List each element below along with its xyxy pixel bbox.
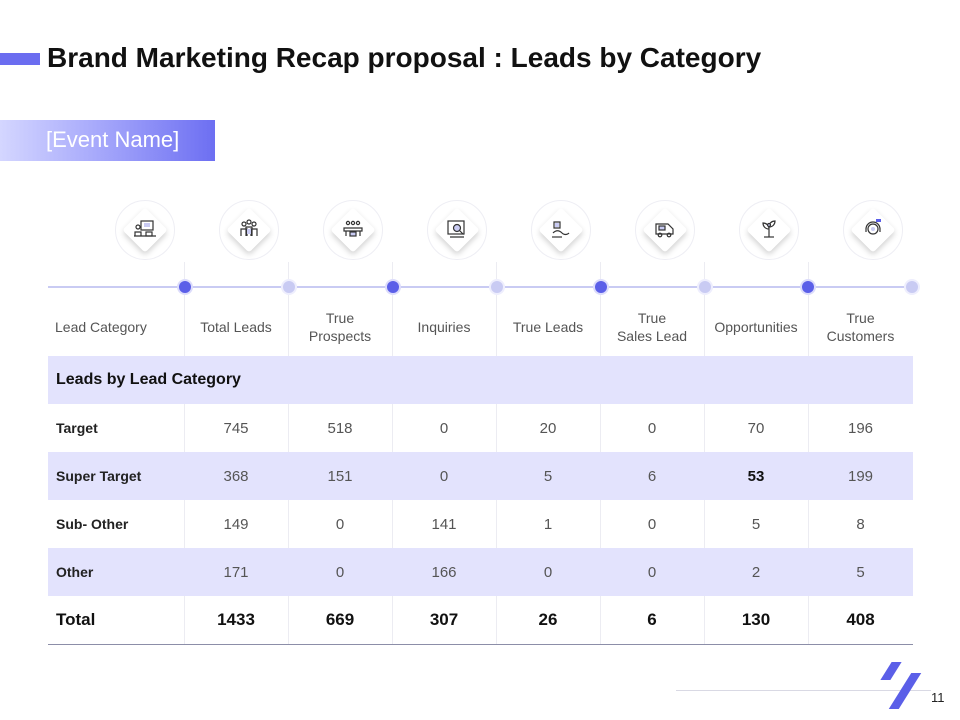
table-cell: 141	[431, 515, 457, 533]
table-cell: 0	[600, 548, 704, 596]
table-cell: 0	[496, 548, 600, 596]
timeline-dot	[179, 281, 191, 293]
presentation-icon	[115, 200, 175, 260]
table-cell: 745	[223, 419, 249, 437]
footer-accent-mark	[880, 662, 902, 680]
timeline-dot	[699, 281, 711, 293]
table-cell: 53	[704, 452, 808, 500]
column-header: True Leads	[512, 319, 584, 335]
footer-divider	[676, 690, 931, 691]
column-header: True Prospects	[308, 310, 372, 344]
table-row: Sub- Other 149 0 141 1 0 5 8	[48, 500, 913, 548]
row-label: Super Target	[48, 452, 184, 500]
row-label: Sub- Other	[56, 516, 129, 532]
table-cell: 669	[288, 596, 392, 645]
table-cell: 6	[600, 452, 704, 500]
column-header: True Customers	[826, 310, 895, 344]
timeline-dot	[283, 281, 295, 293]
meeting-icon	[323, 200, 383, 260]
column-header: Inquiries	[417, 319, 471, 335]
table-row: Other 171 0 166 0 0 2 5	[48, 548, 913, 596]
title-accent-bar	[0, 53, 40, 65]
column-header: Total Leads	[200, 319, 272, 335]
row-label: Target	[56, 420, 98, 436]
table-row: Target 745 518 0 20 0 70 196	[48, 404, 913, 452]
table-cell: 130	[704, 596, 808, 645]
table-cell: 5	[496, 452, 600, 500]
column-header: True Sales Lead	[616, 310, 688, 344]
table-cell: 171	[184, 548, 288, 596]
timeline-dot	[906, 281, 918, 293]
table-cell: 149	[223, 515, 249, 533]
event-name-banner: [Event Name]	[0, 120, 215, 161]
table-cell: 0	[647, 515, 657, 533]
section-label: Leads by Lead Category	[48, 356, 913, 404]
table-cell: 196	[847, 419, 874, 437]
table-cell: 20	[539, 419, 557, 437]
column-header: Opportunities	[714, 319, 798, 335]
event-name-label: [Event Name]	[46, 127, 180, 152]
section-row: Leads by Lead Category	[48, 356, 913, 404]
table-cell: 0	[335, 515, 345, 533]
inquiry-icon	[427, 200, 487, 260]
table-cell: 307	[392, 596, 496, 645]
team-icon	[219, 200, 279, 260]
timeline-dot	[387, 281, 399, 293]
handshake-icon	[531, 200, 591, 260]
table-cell: 518	[327, 419, 353, 437]
table-cell: 408	[808, 596, 913, 645]
total-row: Total 1433 669 307 26 6 130 408	[48, 596, 913, 645]
table-cell: 5	[751, 515, 761, 533]
table-cell: 8	[856, 515, 865, 533]
customer-support-icon	[843, 200, 903, 260]
leads-table: Lead Category Total Leads True Prospects…	[48, 298, 913, 645]
row-label: Other	[48, 548, 184, 596]
table-cell: 0	[288, 548, 392, 596]
table-cell: 368	[184, 452, 288, 500]
timeline-dot	[491, 281, 503, 293]
page-title: Brand Marketing Recap proposal : Leads b…	[47, 42, 762, 73]
page-number: 11	[931, 690, 945, 705]
table-cell: 26	[496, 596, 600, 645]
table-cell: 1	[543, 515, 553, 533]
table-cell: 1433	[184, 596, 288, 645]
table-cell: 0	[392, 452, 496, 500]
table-header-row: Lead Category Total Leads True Prospects…	[48, 298, 913, 356]
table-cell: 70	[747, 419, 765, 437]
table-cell: 151	[288, 452, 392, 500]
growth-plant-icon	[739, 200, 799, 260]
timeline-dot	[595, 281, 607, 293]
table-cell: 0	[647, 419, 657, 437]
column-header: Lead Category	[55, 319, 147, 335]
table-row: Super Target 368 151 0 5 6 53 199	[48, 452, 913, 500]
footer-accent-mark	[888, 673, 922, 709]
table-cell: 5	[808, 548, 913, 596]
table-cell: 0	[439, 419, 449, 437]
table-cell: 2	[704, 548, 808, 596]
category-icon-row	[0, 200, 960, 260]
timeline-line	[48, 286, 913, 288]
timeline-dot	[802, 281, 814, 293]
table-cell: 166	[392, 548, 496, 596]
table-cell: 6	[600, 596, 704, 645]
table-cell: 199	[808, 452, 913, 500]
row-label: Total	[48, 596, 184, 645]
sales-van-icon	[635, 200, 695, 260]
